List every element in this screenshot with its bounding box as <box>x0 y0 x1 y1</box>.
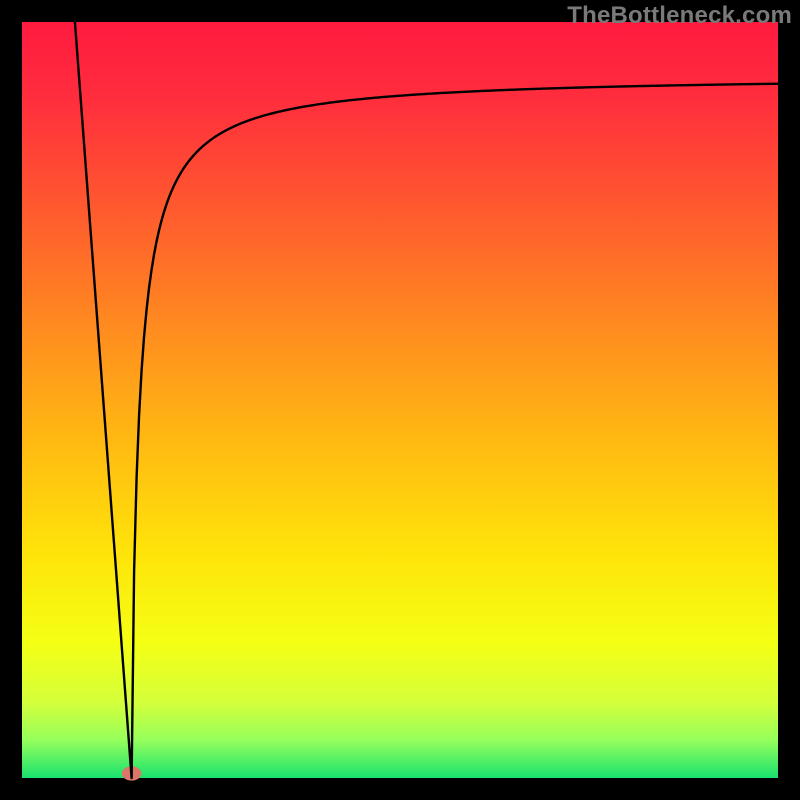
chart-container: TheBottleneck.com <box>0 0 800 800</box>
watermark-text: TheBottleneck.com <box>567 2 792 30</box>
plot-background <box>22 22 778 778</box>
bottleneck-chart <box>0 0 800 800</box>
